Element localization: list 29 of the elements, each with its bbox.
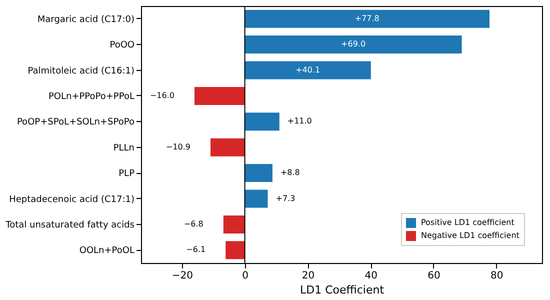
x-tick-label: 20 (302, 270, 315, 282)
y-tick-label: PoOP+SPoL+SOLn+SPoPo (16, 118, 135, 128)
data-label: −16.0 (150, 90, 174, 100)
data-label: +40.1 (296, 65, 320, 74)
x-axis-title: LD1 Coefficient (300, 284, 385, 296)
legend-label: Positive LD1 coefficient (421, 218, 514, 227)
y-tick-label: PLLn (113, 143, 134, 154)
x-tick-label: −20 (172, 270, 193, 282)
y-tick-label: POLn+PPoPo+PPoL (48, 92, 134, 102)
data-label: −6.8 (184, 219, 204, 228)
y-tick-label: Palmitoleic acid (C16:1) (28, 66, 134, 76)
x-tick-label: 40 (364, 270, 378, 282)
data-label: +77.8 (354, 14, 380, 23)
data-label: +11.0 (287, 116, 312, 126)
x-tick-label: 60 (428, 270, 440, 282)
data-label: +7.3 (276, 194, 296, 203)
y-tick-label: PLP (118, 169, 136, 180)
legend-label: Negative LD1 coefficient (421, 231, 520, 240)
y-tick-label: Heptadecenoic acid (C17:1) (9, 194, 134, 205)
data-label: −6.1 (186, 245, 206, 254)
data-label: +69.0 (341, 40, 366, 49)
data-label: −10.9 (166, 142, 191, 152)
data-label: +8.8 (280, 168, 300, 178)
y-tick-label: PoOO (110, 40, 134, 51)
x-tick-label: 0 (242, 270, 248, 282)
y-tick-label: Margaric acid (C17:0) (37, 14, 134, 25)
y-tick-label: Total unsaturated fatty acids (4, 220, 135, 230)
x-tick-label: 80 (490, 270, 504, 282)
y-tick-label: OOLn+PoOL (79, 246, 134, 256)
